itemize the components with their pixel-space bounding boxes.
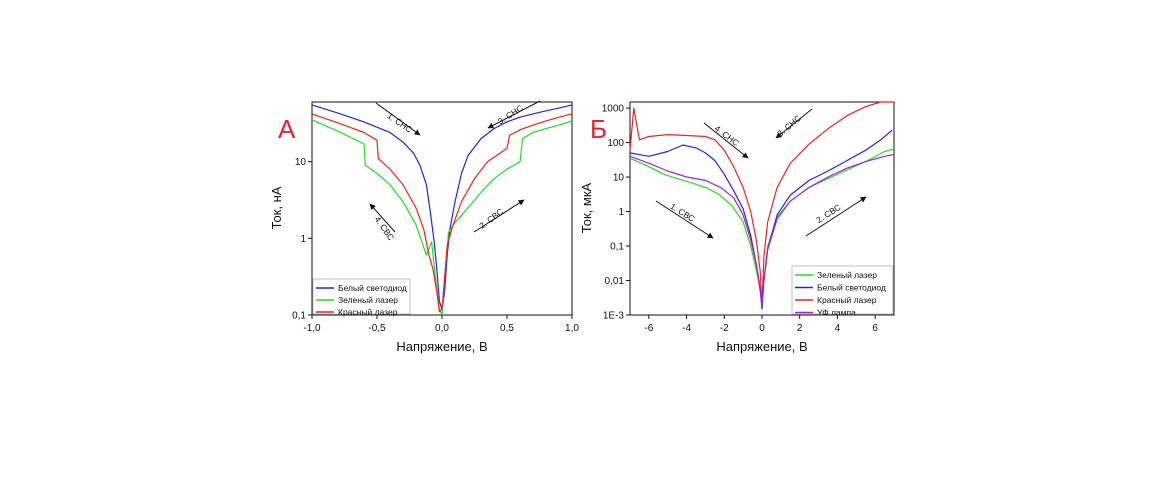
panel-label-a: А [278,114,296,144]
y-tick-label-a: 1 [300,234,306,245]
series-line-b [629,101,894,306]
y-tick-label-b: 100 [607,138,624,149]
legend-label-a: Зеленый лазер [338,295,398,305]
annotation-arrow-a [369,203,396,233]
y-tick-label-b: 1E-3 [603,311,625,322]
x-tick-label-b: 0 [759,323,765,334]
y-axis-label-a: Ток, нА [269,186,284,229]
annotation-arrow-a [375,102,421,136]
y-tick-label-a: 10 [295,157,307,168]
legend-a: Белый светодиод Зеленый лазер Красный лазе… [312,278,411,317]
y-tick-label-b: 10 [613,173,625,184]
legend-label-b: Зеленый лазер [817,270,877,280]
series-line-a [311,113,573,313]
annotation-label-b: 4. СНС [713,123,741,148]
y-tick-label-b: 1 [618,207,624,218]
x-tick-label-a: 0,5 [500,323,514,334]
series-line-b [629,153,895,300]
annotation-arrow-b [703,122,749,159]
x-tick-label-b: 4 [835,323,841,334]
annotation-label-b: 3. СНС [775,113,803,139]
x-axis-label-b: Напряжение, В [716,339,807,354]
legend-label-a: Белый светодиод [338,283,407,293]
x-tick-label-a: -1,0 [303,323,321,334]
annotation-label-a: 2. СВС [477,206,505,230]
x-tick-label-b: -2 [720,323,729,334]
legend-label-b: УФ лампа [817,308,856,318]
y-tick-label-b: 0,1 [610,242,624,253]
legend-label-b: Красный лазер [817,295,877,305]
series-group-a [311,104,573,316]
x-tick-label-a: -0,5 [368,323,386,334]
annotation-label-a: 1. СНС [385,110,414,134]
annotation-arrow-a [473,199,525,233]
series-group-b [629,101,895,310]
annotation-label-a: 4. СВС [373,214,397,242]
annotation-arrow-a [487,100,541,129]
x-tick-label-a: 0,0 [435,323,449,334]
annotation-arrow-b [655,200,714,239]
y-tick-label-b: 1000 [602,104,625,115]
x-tick-label-a: 1,0 [565,323,579,334]
x-tick-label-b: -6 [644,323,653,334]
y-tick-label-b: 0,01 [605,276,625,287]
annotation-arrow-b [775,108,813,139]
annotation-arrow-b [805,196,867,237]
annotation-label-b: 1. СВС [668,201,696,224]
legend-box-a [312,278,411,315]
legend-label-b: Белый светодиод [817,283,886,293]
y-tick-label-a: 0,1 [292,311,306,322]
x-axis-label-a: Напряжение, В [396,339,487,354]
x-tick-label-b: 6 [872,323,878,334]
panel-label-b: Б [590,114,607,144]
x-tick-label-b: -4 [682,323,691,334]
annotation-label-a: 3. СНС [496,103,525,127]
x-tick-label-b: 2 [797,323,803,334]
legend-label-a: Красный лазер [338,307,398,317]
chart-panel-b: Б -6 -4 -2 0 2 4 6 1E-3 0,01 0,1 1 10 100 1000 4. СНС… [579,101,895,354]
chart-panel-a: А -1,0 -0,5 0,0 0,5 1,0 0,1 1 10 1. СНС 3. СНС 4.… [269,100,579,354]
series-line-a [311,104,573,310]
legend-b: Зеленый лазер Белый светодиод Красный лазе… [791,265,894,318]
y-axis-label-b: Ток, мкА [579,182,594,233]
legend-box-b [791,265,894,315]
